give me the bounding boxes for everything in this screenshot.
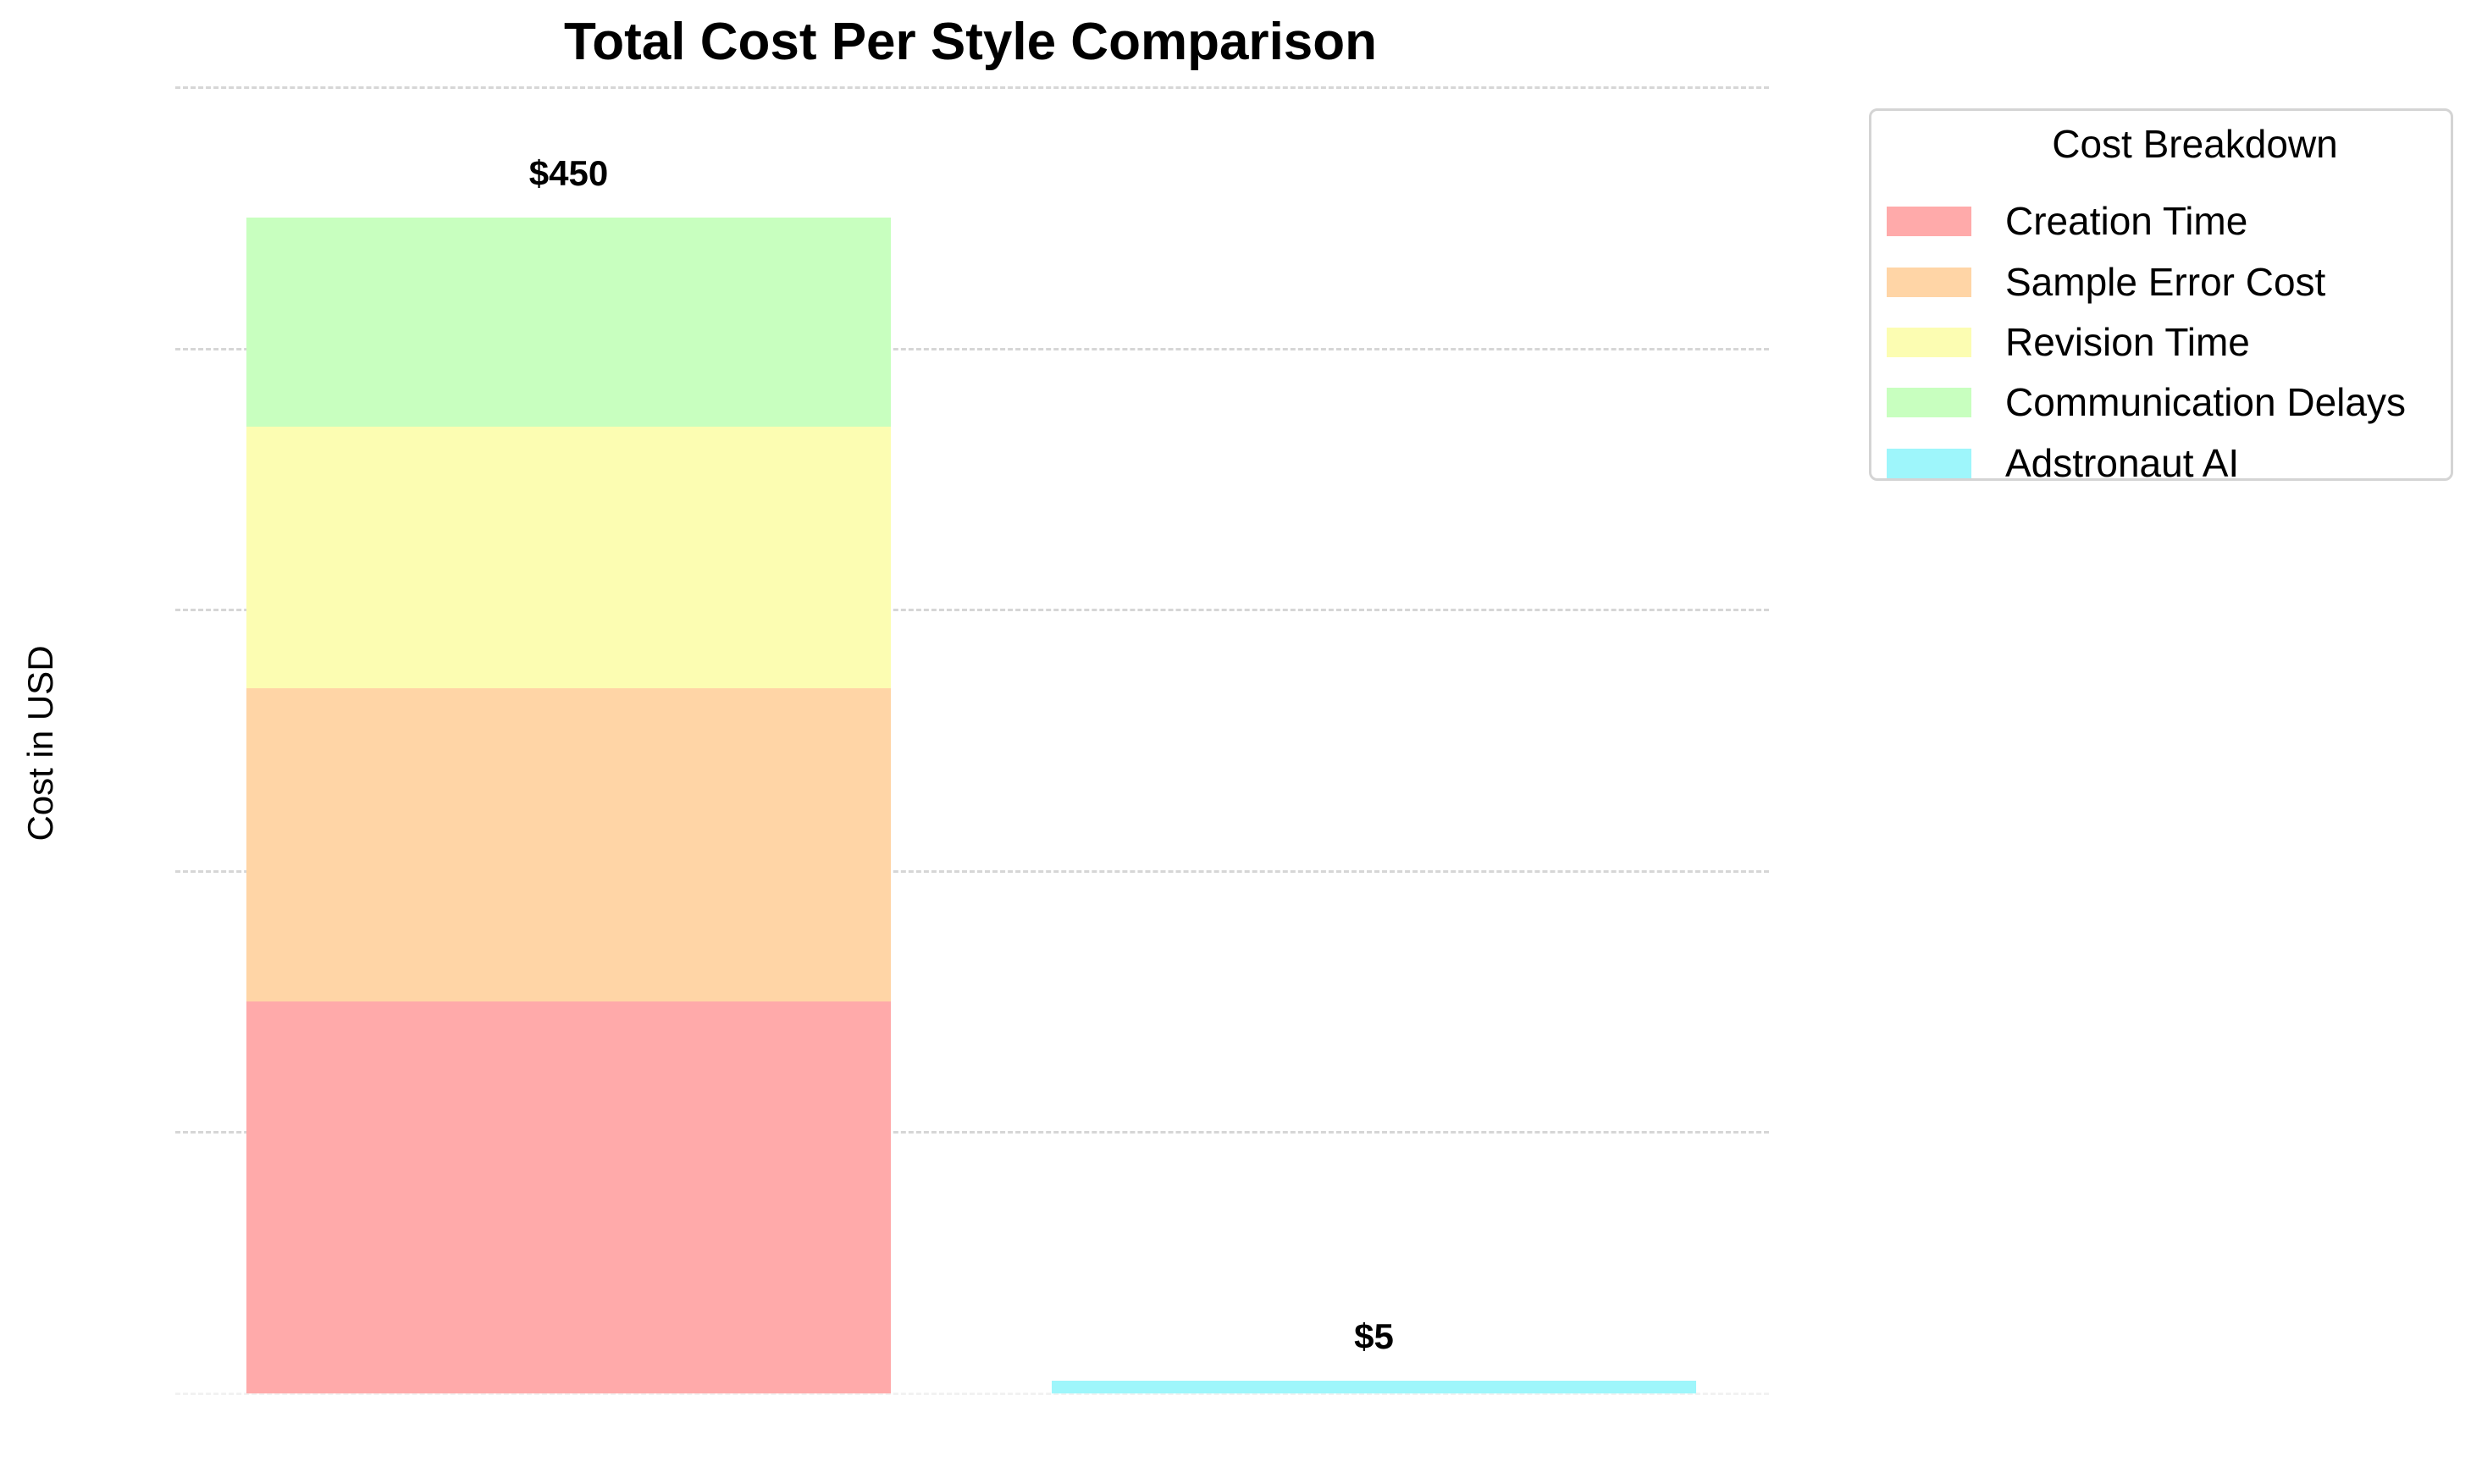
legend-swatch bbox=[1887, 387, 1971, 417]
legend-item-creation-time: Creation Time bbox=[1887, 190, 2247, 251]
legend-label: Communication Delays bbox=[2005, 380, 2406, 424]
bar-segment bbox=[246, 687, 891, 1002]
bar-segment bbox=[1052, 1380, 1696, 1393]
bar-segment bbox=[246, 218, 891, 428]
gridline bbox=[175, 869, 1769, 873]
bar-segment bbox=[246, 427, 891, 688]
gridline bbox=[175, 86, 1769, 89]
bar-value-label: $450 bbox=[528, 153, 609, 194]
legend-label: Adstronaut AI bbox=[2005, 441, 2240, 485]
legend-item-sample-error-cost: Sample Error Cost bbox=[1887, 251, 2325, 312]
legend-item-communication-delays: Communication Delays bbox=[1887, 372, 2406, 433]
y-axis-label: Cost in USD bbox=[20, 645, 60, 841]
bar-segment bbox=[246, 1001, 891, 1393]
chart-title: Total Cost Per Style Comparison bbox=[563, 13, 1378, 71]
gridline bbox=[175, 1131, 1769, 1134]
legend-swatch bbox=[1887, 448, 1971, 478]
legend: Cost Breakdown Creation Time Sample Erro… bbox=[1869, 108, 2453, 485]
legend-item-revision-time: Revision Time bbox=[1887, 312, 2250, 372]
bar-value-label: $5 bbox=[1354, 1316, 1394, 1356]
legend-swatch bbox=[1887, 206, 1971, 236]
legend-label: Sample Error Cost bbox=[2005, 260, 2326, 304]
legend-title: Cost Breakdown bbox=[2052, 122, 2338, 166]
legend-item-adstronaut-ai: Adstronaut AI bbox=[1887, 433, 2239, 494]
legend-swatch bbox=[1887, 327, 1971, 357]
gridline bbox=[175, 609, 1769, 612]
legend-swatch bbox=[1887, 267, 1971, 297]
legend-label: Revision Time bbox=[2005, 320, 2250, 364]
gridline bbox=[175, 347, 1769, 350]
gridline bbox=[175, 1393, 1769, 1395]
legend-label: Creation Time bbox=[2005, 199, 2248, 243]
